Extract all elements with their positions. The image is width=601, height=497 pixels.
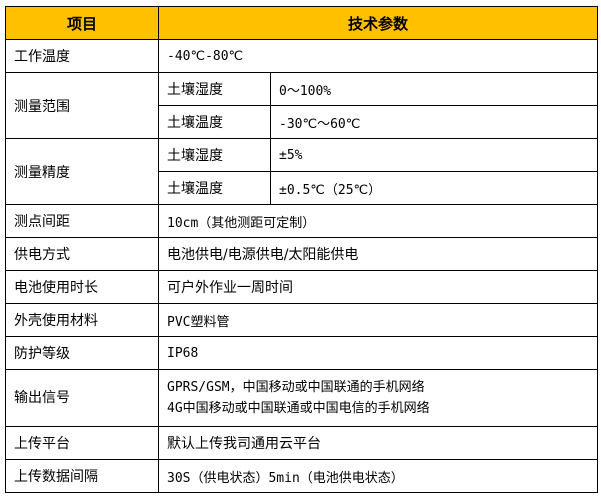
- sub-label: 土壤湿度: [158, 72, 271, 106]
- row-value: 10cm（其他测距可定制）: [157, 204, 599, 238]
- table-row: 土壤温度 ±0.5℃（25℃）: [6, 171, 599, 205]
- table-row: 测量范围 土壤湿度 0～100%: [5, 72, 599, 139]
- table-row: 输出信号 GPRS/GSM，中国移动或中国联通的手机网络 4G中国移动或中国联通…: [5, 369, 599, 427]
- row-value: 30S（供电状态）5min（电池供电状态）: [157, 459, 599, 493]
- table-row: 测点间距 10cm（其他测距可定制）: [5, 204, 599, 238]
- row-value: -30℃～60℃: [269, 105, 599, 139]
- table-row: 上传数据间隔 30S（供电状态）5min（电池供电状态）: [5, 459, 599, 493]
- table-row: 测量精度 土壤湿度 ±5%: [5, 138, 599, 205]
- row-value: 默认上传我司通用云平台: [157, 426, 599, 460]
- sub-label: 土壤温度: [158, 105, 271, 139]
- table-row: 工作温度 -40℃-80℃: [5, 39, 599, 73]
- row-label: 电池使用时长: [5, 270, 159, 304]
- output-line-2: 4G中国移动或中国联通或中国电信的手机网络: [167, 401, 430, 416]
- spec-table: 项目 技术参数 工作温度 -40℃-80℃ 测量范围 土壤湿度 0～100% 土…: [5, 6, 599, 493]
- row-label: 测量精度: [5, 138, 159, 205]
- sub-label: 土壤温度: [158, 171, 271, 205]
- row-value: ±5%: [269, 138, 599, 172]
- row-label: 防护等级: [5, 336, 159, 370]
- sub-label: 土壤湿度: [158, 138, 271, 172]
- row-label: 测量范围: [5, 72, 159, 139]
- row-value: GPRS/GSM，中国移动或中国联通的手机网络 4G中国移动或中国联通或中国电信…: [157, 369, 599, 427]
- row-label: 输出信号: [5, 369, 159, 427]
- header-spec: 技术参数: [157, 6, 599, 40]
- header-item: 项目: [5, 6, 159, 40]
- row-label: 上传数据间隔: [5, 459, 159, 493]
- row-label: 测点间距: [5, 204, 159, 238]
- table-row: 上传平台 默认上传我司通用云平台: [5, 426, 599, 460]
- table-row: 供电方式 电池供电/电源供电/太阳能供电: [5, 237, 599, 271]
- table-row: 电池使用时长 可户外作业一周时间: [5, 270, 599, 304]
- table-row: 外壳使用材料 PVC塑料管: [5, 303, 599, 337]
- row-label: 上传平台: [5, 426, 159, 460]
- row-label: 供电方式: [5, 237, 159, 271]
- row-value: PVC塑料管: [157, 303, 599, 337]
- row-value: 可户外作业一周时间: [157, 270, 599, 304]
- row-value: -40℃-80℃: [157, 39, 599, 73]
- row-value: ±0.5℃（25℃）: [269, 171, 599, 205]
- row-value: 0～100%: [269, 72, 599, 106]
- row-label: 工作温度: [5, 39, 159, 73]
- table-row: 防护等级 IP68: [5, 336, 599, 370]
- table-header: 项目 技术参数: [5, 6, 599, 40]
- row-value: IP68: [157, 336, 599, 370]
- table-row: 土壤温度 -30℃～60℃: [6, 105, 599, 139]
- row-value: 电池供电/电源供电/太阳能供电: [157, 237, 599, 271]
- output-line-1: GPRS/GSM，中国移动或中国联通的手机网络: [167, 380, 425, 395]
- row-label: 外壳使用材料: [5, 303, 159, 337]
